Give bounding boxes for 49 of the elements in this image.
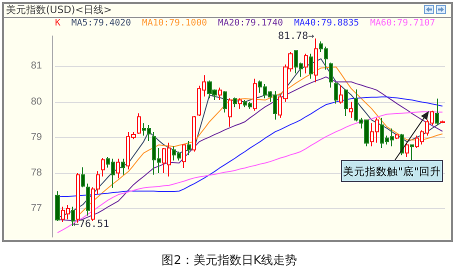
y-tick-label: 78 [30, 167, 42, 178]
candlestick [395, 133, 399, 140]
candlestick [116, 158, 120, 179]
text: 图2：美元指数日K线走势 [160, 252, 298, 269]
candlestick [233, 97, 237, 108]
annotation: 美元指数触"底"回升 [341, 160, 443, 182]
y-tick-label: 81 [30, 60, 42, 72]
candlestick [405, 142, 409, 158]
y-tick-label: 77 [30, 203, 42, 214]
annotation: ←76.51 [73, 219, 110, 230]
candlestick [309, 53, 313, 80]
candlestick [223, 90, 227, 113]
candlestick [435, 98, 439, 126]
candlestick [55, 190, 60, 222]
candlestick [218, 87, 222, 101]
text: K [55, 18, 61, 28]
candlestick [228, 98, 232, 128]
candlestick [339, 84, 343, 104]
text: MA10:79.1000 [142, 18, 208, 28]
candlestick [304, 53, 308, 74]
candlestick [314, 38, 318, 83]
candlestick [121, 158, 125, 176]
candlestick [81, 166, 85, 188]
candlestick [137, 112, 141, 134]
candlestick [410, 144, 414, 162]
candlestick [86, 183, 90, 216]
candlestick [334, 82, 338, 104]
text: MA60:79.7107 [370, 18, 436, 28]
candlestick [192, 116, 196, 152]
chart-subtitle: 美元指数(USD)<日线> [4, 4, 451, 18]
y-tick-label: 79 [30, 132, 42, 143]
candlestick [101, 158, 105, 178]
line-series [57, 96, 443, 198]
candlestick [187, 140, 191, 156]
candlestick [440, 120, 445, 124]
candlestick [349, 101, 353, 118]
text: MA40:79.8835 [294, 18, 360, 28]
text: MA20:79.1740 [218, 18, 284, 28]
candlestick [182, 144, 186, 168]
annotation: 81.78→ [278, 31, 314, 42]
candlestick [400, 133, 404, 156]
y-tick-label: 80 [30, 96, 42, 108]
text: MA5:79.4020 [71, 18, 132, 28]
candlestick [344, 88, 348, 117]
candlestick [253, 78, 257, 112]
line-series [57, 111, 443, 234]
candlestick [238, 98, 242, 110]
candlestick [329, 62, 333, 88]
candlestick [71, 206, 75, 226]
